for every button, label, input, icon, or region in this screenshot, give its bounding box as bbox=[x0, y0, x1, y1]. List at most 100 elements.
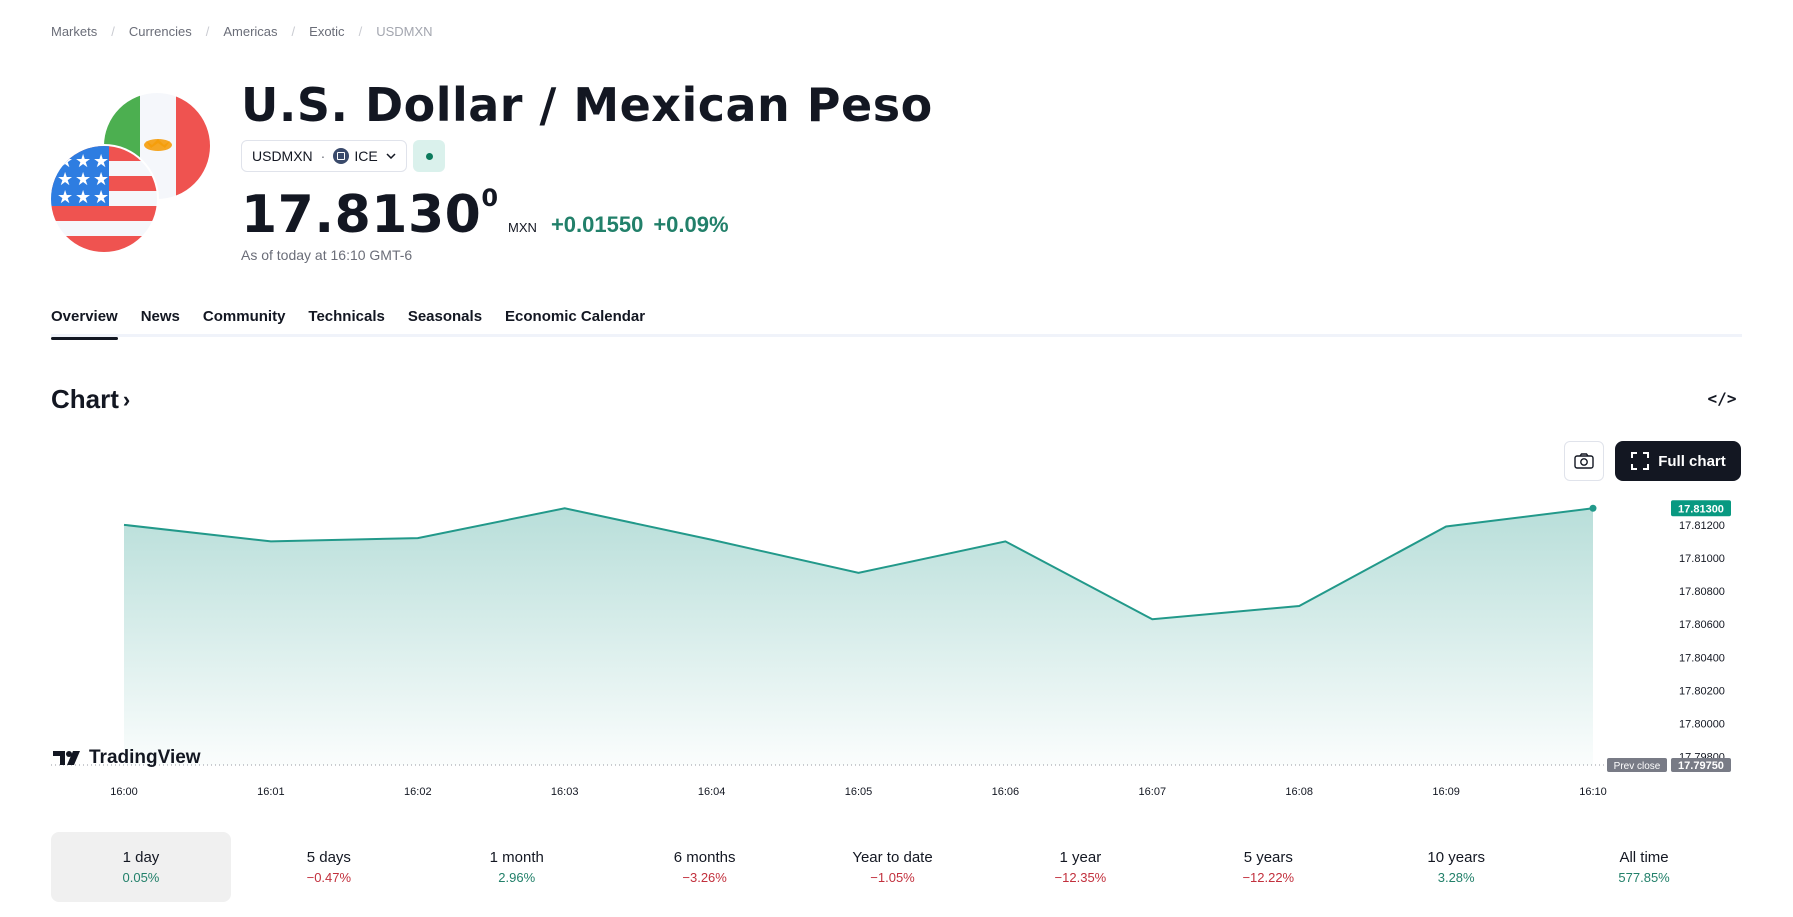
x-axis-tick-label: 16:07 bbox=[1139, 786, 1167, 798]
y-axis-tick-label: 17.80000 bbox=[1679, 719, 1725, 731]
svg-text:★: ★ bbox=[93, 169, 109, 190]
x-axis-tick-label: 16:02 bbox=[404, 786, 432, 798]
separator-dot: · bbox=[320, 148, 326, 164]
x-axis-tick-label: 16:01 bbox=[257, 786, 285, 798]
quote-price-block: 17.8130 0 MXN +0.01550 +0.09% bbox=[241, 184, 729, 245]
period-5-years[interactable]: 5 years −12.22% bbox=[1178, 832, 1358, 902]
tradingview-logo-icon bbox=[53, 750, 83, 766]
market-open-dot-icon bbox=[425, 152, 433, 160]
price-currency: MXN bbox=[508, 220, 537, 235]
breadcrumb-currencies[interactable]: Currencies bbox=[128, 24, 192, 39]
chevron-down-icon bbox=[386, 150, 396, 162]
period-all-time[interactable]: All time 577.85% bbox=[1554, 832, 1734, 902]
fullscreen-icon bbox=[1630, 451, 1650, 471]
svg-text:★: ★ bbox=[93, 151, 109, 172]
breadcrumb-separator: / bbox=[111, 24, 115, 39]
period-value: −1.05% bbox=[870, 870, 915, 885]
period-value: 3.28% bbox=[1437, 870, 1475, 885]
prev-close-value-bg bbox=[1671, 758, 1731, 772]
breadcrumb-current: USDMXN bbox=[376, 24, 433, 39]
period-value: 577.85% bbox=[1618, 870, 1670, 885]
x-axis-tick-label: 16:03 bbox=[551, 786, 579, 798]
period-1-month[interactable]: 1 month 2.96% bbox=[427, 832, 607, 902]
x-axis-tick-label: 16:00 bbox=[110, 786, 138, 798]
period-value: 0.05% bbox=[122, 870, 160, 885]
x-axis-tick-label: 16:08 bbox=[1285, 786, 1313, 798]
period-1-day[interactable]: 1 day 0.05% bbox=[51, 832, 231, 902]
breadcrumb-separator: / bbox=[291, 24, 296, 39]
breadcrumb-separator: / bbox=[358, 24, 363, 39]
period-label: All time bbox=[1619, 849, 1669, 866]
period-label: 1 month bbox=[489, 849, 544, 866]
last-price-label-bg bbox=[1671, 500, 1731, 517]
period-value: −12.35% bbox=[1054, 870, 1107, 885]
y-axis-tick-label: 17.81200 bbox=[1679, 520, 1725, 532]
y-axis-tick-label: 17.80800 bbox=[1679, 586, 1725, 598]
symbol-exchange-selector[interactable]: USDMXN · ICE bbox=[241, 140, 407, 172]
y-axis-tick-label: 17.80200 bbox=[1679, 685, 1725, 697]
full-chart-label: Full chart bbox=[1658, 452, 1726, 470]
svg-text:★: ★ bbox=[93, 187, 109, 208]
y-axis-tick-label: 17.80400 bbox=[1679, 652, 1725, 664]
usa-flag-icon: ★★★ ★★★ ★★★ bbox=[51, 146, 157, 252]
period-10-years[interactable]: 10 years 3.28% bbox=[1366, 832, 1546, 902]
period-value: −3.26% bbox=[682, 870, 727, 885]
tab-seasonals[interactable]: Seasonals bbox=[407, 308, 483, 325]
market-status-badge[interactable] bbox=[413, 140, 445, 172]
x-axis-tick-label: 16:10 bbox=[1579, 786, 1607, 798]
period-label: Year to date bbox=[852, 849, 933, 866]
period-label: 5 years bbox=[1243, 849, 1293, 866]
tab-technicals[interactable]: Technicals bbox=[308, 308, 385, 325]
tab-economic-calendar[interactable]: Economic Calendar bbox=[505, 308, 646, 325]
x-axis-tick-label: 16:09 bbox=[1432, 786, 1460, 798]
period-value: −12.22% bbox=[1242, 870, 1295, 885]
symbol-tabs: Overview News Community Technicals Seaso… bbox=[51, 305, 1742, 340]
period-label: 5 days bbox=[306, 849, 351, 866]
y-axis-tick-label: 17.81000 bbox=[1679, 553, 1725, 565]
svg-text:★: ★ bbox=[75, 187, 91, 208]
price-change: +0.01550 bbox=[550, 212, 644, 237]
prev-close-label-bg bbox=[1607, 758, 1667, 772]
full-chart-button[interactable]: Full chart bbox=[1615, 441, 1741, 481]
period-year-to-date[interactable]: Year to date −1.05% bbox=[803, 832, 983, 902]
period-1-year[interactable]: 1 year −12.35% bbox=[990, 832, 1170, 902]
period-label: 1 day bbox=[122, 849, 160, 866]
period-label: 6 months bbox=[673, 849, 736, 866]
y-axis-tick-label: 17.80600 bbox=[1679, 619, 1725, 631]
tradingview-logo[interactable]: TradingView bbox=[53, 747, 201, 769]
chart-heading-label: Chart bbox=[51, 384, 119, 414]
svg-text:★: ★ bbox=[57, 169, 73, 190]
breadcrumb-markets[interactable]: Markets bbox=[51, 24, 98, 39]
period-5-days[interactable]: 5 days −0.47% bbox=[239, 832, 419, 902]
chevron-right-icon: › bbox=[122, 386, 131, 412]
chart-area-fill bbox=[124, 508, 1593, 765]
symbol-ticker: USDMXN bbox=[252, 148, 313, 164]
period-label: 10 years bbox=[1427, 849, 1485, 866]
period-6-months[interactable]: 6 months −3.26% bbox=[615, 832, 795, 902]
exchange-name: ICE bbox=[354, 148, 378, 164]
prev-close-value: 17.79750 bbox=[1678, 760, 1724, 772]
x-axis-tick-label: 16:06 bbox=[992, 786, 1020, 798]
quote-timestamp: As of today at 16:10 GMT-6 bbox=[241, 247, 413, 263]
chart-section-link[interactable]: Chart › bbox=[51, 384, 130, 415]
svg-text:★: ★ bbox=[75, 151, 91, 172]
camera-icon[interactable] bbox=[1564, 441, 1604, 481]
breadcrumb: Markets / Currencies / Americas / Exotic… bbox=[51, 24, 433, 39]
x-axis-tick-label: 16:05 bbox=[845, 786, 873, 798]
tab-overview[interactable]: Overview bbox=[51, 305, 118, 340]
period-label: 1 year bbox=[1059, 849, 1102, 866]
code-embed-icon[interactable]: </> bbox=[1707, 389, 1737, 408]
breadcrumb-exotic[interactable]: Exotic bbox=[309, 24, 345, 39]
tab-news[interactable]: News bbox=[140, 308, 180, 325]
x-axis-tick-label: 16:04 bbox=[698, 786, 726, 798]
page-title: U.S. Dollar / Mexican Peso bbox=[241, 78, 933, 132]
performance-periods: 1 day 0.05% 5 days −0.47% 1 month 2.96% … bbox=[51, 832, 1742, 902]
tab-community[interactable]: Community bbox=[202, 308, 286, 325]
period-value: −0.47% bbox=[306, 870, 352, 885]
currency-pair-flags: ★★★ ★★★ ★★★ bbox=[49, 93, 211, 254]
exchange-icon bbox=[333, 148, 350, 164]
period-value: 2.96% bbox=[498, 870, 536, 885]
breadcrumb-americas[interactable]: Americas bbox=[223, 24, 278, 39]
last-price: 17.8130 bbox=[241, 185, 482, 245]
